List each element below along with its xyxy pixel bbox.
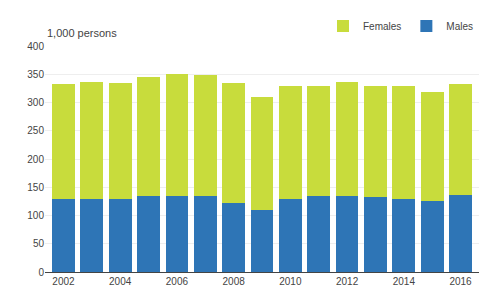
svg-text:2014: 2014 bbox=[393, 276, 416, 287]
svg-text:300: 300 bbox=[27, 97, 44, 108]
svg-text:Females: Females bbox=[363, 21, 401, 32]
svg-text:100: 100 bbox=[27, 210, 44, 221]
svg-text:2006: 2006 bbox=[166, 276, 189, 287]
svg-text:150: 150 bbox=[27, 182, 44, 193]
svg-text:350: 350 bbox=[27, 69, 44, 80]
svg-text:250: 250 bbox=[27, 125, 44, 136]
svg-text:2012: 2012 bbox=[336, 276, 359, 287]
svg-text:2002: 2002 bbox=[52, 276, 75, 287]
svg-text:200: 200 bbox=[27, 154, 44, 165]
svg-text:2010: 2010 bbox=[279, 276, 302, 287]
svg-text:1,000 persons: 1,000 persons bbox=[47, 27, 117, 39]
svg-text:Males: Males bbox=[446, 21, 473, 32]
svg-text:0: 0 bbox=[38, 267, 44, 278]
svg-text:50: 50 bbox=[33, 238, 45, 249]
svg-text:2008: 2008 bbox=[223, 276, 246, 287]
svg-text:400: 400 bbox=[27, 41, 44, 52]
svg-text:2016: 2016 bbox=[449, 276, 472, 287]
svg-text:2004: 2004 bbox=[109, 276, 132, 287]
